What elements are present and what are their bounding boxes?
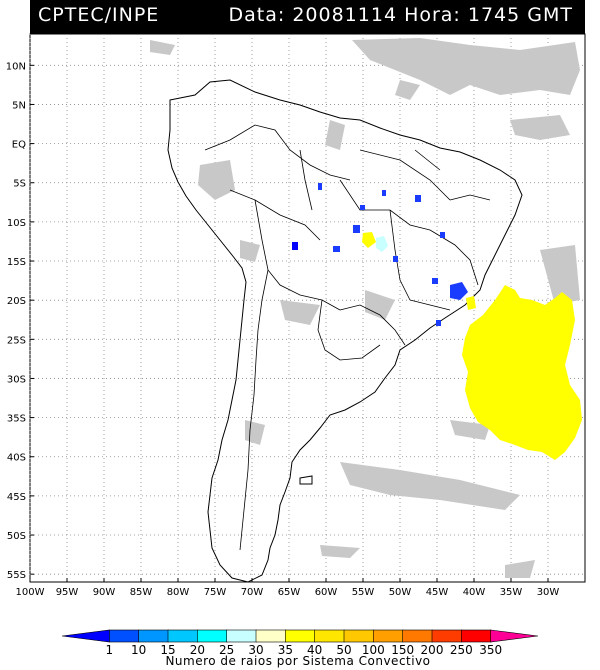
colorbar-swatch	[226, 629, 257, 643]
colorbar-swatch	[109, 629, 140, 643]
colorbar-swatch	[343, 629, 375, 643]
lat-label: 20S	[7, 296, 26, 307]
colorbar-label: 250	[450, 643, 473, 657]
lon-label: 75W	[204, 587, 227, 598]
colorbar-swatch	[61, 629, 110, 643]
colorbar-label: 10	[131, 643, 146, 657]
lon-label: 45W	[426, 587, 449, 598]
south-america-outline	[167, 79, 523, 583]
lon-label: 95W	[56, 587, 79, 598]
colorbar-label: 40	[307, 643, 322, 657]
colorbar-label: 1	[106, 643, 114, 657]
lat-label: 10S	[7, 218, 26, 229]
colorbar-swatch	[285, 629, 316, 643]
colorbar-label: 20	[190, 643, 205, 657]
longitude-labels: 100W 95W 90W 85W 80W 75W 70W 65W 60W 55W 50W 45W 40W…	[16, 587, 560, 598]
lon-label: 55W	[352, 587, 375, 598]
lon-label: 40W	[463, 587, 486, 598]
lon-label: 90W	[93, 587, 116, 598]
colorbar-label: 50	[336, 643, 351, 657]
lon-label: 35W	[500, 587, 523, 598]
lat-label: 55S	[7, 570, 26, 581]
map-header: CPTEC/INPE Data: 20081114 Hora: 1745 GMT	[30, 0, 585, 34]
lon-label: 30W	[537, 587, 560, 598]
colorbar-label: 25	[219, 643, 234, 657]
datetime-label: Data: 20081114 Hora: 1745 GMT	[228, 4, 573, 26]
cloud-cover	[150, 38, 580, 578]
lat-label: 25S	[7, 335, 26, 346]
lat-label: 40S	[7, 453, 26, 464]
lon-label: 100W	[16, 587, 45, 598]
lat-label: 15S	[7, 257, 26, 268]
colorbar-swatch	[461, 629, 492, 643]
colorbar-label: 150	[391, 643, 414, 657]
colorbar-label: 100	[362, 643, 385, 657]
lat-label: EQ	[12, 140, 26, 151]
colorbar-swatch	[255, 629, 287, 643]
large-convective-system	[462, 285, 582, 460]
lat-label: 45S	[7, 492, 26, 503]
colorbar-title: Numero de raios por Sistema Convectivo	[165, 654, 430, 668]
coastline	[167, 79, 523, 583]
latitude-labels: 10N 5N EQ 5S 10S 15S 20S 25S 30S 35S 40S 45S 50S 55S	[6, 61, 26, 581]
lon-label: 80W	[167, 587, 190, 598]
colorbar-swatch	[167, 629, 199, 643]
colorbar-swatch	[314, 629, 345, 643]
colorbar: 1 10 15 20 25 30 35 40 50 100 150 200 250 350	[61, 629, 539, 657]
lon-label: 70W	[241, 587, 264, 598]
colorbar-label: 35	[278, 643, 293, 657]
colorbar-label: 200	[421, 643, 444, 657]
lon-label: 60W	[315, 587, 338, 598]
colorbar-label: 350	[479, 643, 502, 657]
colorbar-swatch	[373, 629, 404, 643]
lon-label: 65W	[278, 587, 301, 598]
colorbar-swatch	[138, 629, 169, 643]
lon-label: 85W	[130, 587, 153, 598]
convective-systems	[292, 183, 582, 460]
colorbar-swatch	[490, 629, 539, 643]
colorbar-label: 30	[248, 643, 263, 657]
colorbar-swatch	[197, 629, 228, 643]
lat-label: 10N	[6, 61, 26, 72]
colorbar-swatch	[402, 629, 433, 643]
lat-label: 5N	[12, 100, 26, 111]
source-label: CPTEC/INPE	[38, 4, 160, 26]
gridlines	[29, 34, 585, 582]
colorbar-label: 15	[160, 643, 175, 657]
island-falklands	[299, 475, 313, 485]
lat-label: 35S	[7, 414, 26, 425]
colorbar-swatch	[431, 629, 463, 643]
lat-label: 30S	[7, 374, 26, 385]
lat-label: 5S	[13, 179, 26, 190]
lon-label: 50W	[389, 587, 412, 598]
country-borders	[204, 124, 491, 551]
lat-label: 50S	[7, 531, 26, 542]
